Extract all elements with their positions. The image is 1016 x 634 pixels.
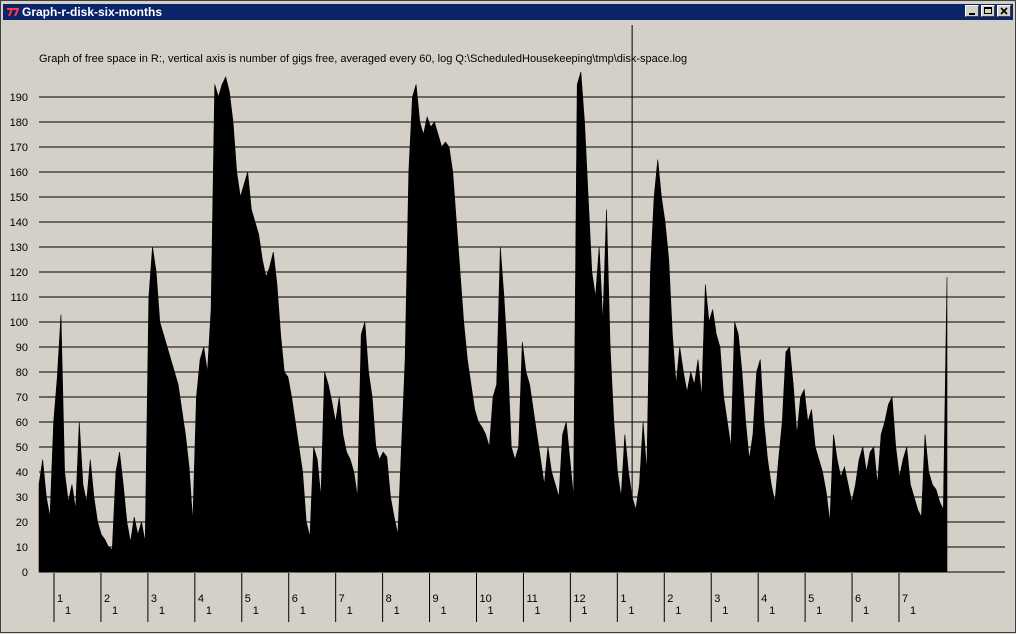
y-tick-label: 0 — [22, 567, 28, 579]
y-tick-label: 90 — [16, 342, 28, 354]
x-tick-sublabel: 1 — [347, 605, 353, 617]
window-title: Graph-r-disk-six-months — [22, 5, 163, 19]
x-tick-sublabel: 1 — [300, 605, 306, 617]
y-tick-label: 20 — [16, 517, 28, 529]
x-tick-label: 10 — [480, 593, 492, 605]
minimize-button[interactable] — [965, 5, 979, 17]
y-tick-label: 190 — [10, 92, 28, 104]
x-tick-sublabel: 1 — [769, 605, 775, 617]
y-tick-label: 130 — [10, 242, 28, 254]
x-tick-label: 4 — [761, 593, 767, 605]
x-tick-label: 1 — [57, 593, 63, 605]
x-tick-label: 6 — [855, 593, 861, 605]
x-tick-label: 7 — [339, 593, 345, 605]
y-tick-label: 100 — [10, 317, 28, 329]
x-tick-sublabel: 1 — [112, 605, 118, 617]
x-tick-label: 9 — [433, 593, 439, 605]
x-tick-sublabel: 1 — [206, 605, 212, 617]
x-tick-label: 2 — [667, 593, 673, 605]
x-tick-label: 1 — [620, 593, 626, 605]
x-tick-sublabel: 1 — [394, 605, 400, 617]
x-tick-sublabel: 1 — [863, 605, 869, 617]
chart-title: Graph of free space in R:, vertical axis… — [39, 53, 687, 65]
x-tick-sublabel: 1 — [488, 605, 494, 617]
x-tick-label: 5 — [808, 593, 814, 605]
x-tick-sublabel: 1 — [441, 605, 447, 617]
x-tick-sublabel: 1 — [675, 605, 681, 617]
x-tick-label: 4 — [198, 593, 204, 605]
x-tick-label: 2 — [104, 593, 110, 605]
x-tick-sublabel: 1 — [628, 605, 634, 617]
close-icon — [1000, 7, 1008, 15]
maximize-button[interactable] — [981, 5, 995, 17]
disk-space-chart: Graph of free space in R:, vertical axis… — [10, 25, 1005, 622]
y-tick-label: 40 — [16, 467, 28, 479]
x-tick-label: 11 — [526, 593, 537, 605]
y-tick-label: 120 — [10, 267, 28, 279]
y-tick-label: 70 — [16, 392, 28, 404]
x-tick-label: 3 — [151, 593, 157, 605]
close-button[interactable] — [997, 5, 1011, 17]
y-tick-label: 110 — [10, 292, 28, 304]
y-tick-label: 50 — [16, 442, 28, 454]
x-tick-sublabel: 1 — [159, 605, 165, 617]
series-area — [38, 71, 948, 573]
x-tick-sublabel: 1 — [816, 605, 822, 617]
y-tick-label: 140 — [10, 217, 28, 229]
app-icon[interactable] — [6, 5, 19, 19]
x-tick-sublabel: 1 — [253, 605, 259, 617]
x-tick-label: 12 — [573, 593, 585, 605]
x-tick-sublabel: 1 — [910, 605, 916, 617]
x-tick-sublabel: 1 — [581, 605, 587, 617]
x-tick-sublabel: 1 — [722, 605, 728, 617]
x-tick-label: 5 — [245, 593, 251, 605]
title-bar[interactable]: Graph-r-disk-six-months — [3, 4, 1013, 20]
x-tick-label: 8 — [386, 593, 392, 605]
x-tick-sublabel: 1 — [65, 605, 71, 617]
x-tick-label: 6 — [292, 593, 298, 605]
y-tick-label: 150 — [10, 192, 28, 204]
maximize-icon — [984, 7, 992, 14]
y-tick-label: 80 — [16, 367, 28, 379]
y-tick-label: 170 — [10, 142, 28, 154]
y-tick-label: 10 — [16, 542, 28, 554]
y-tick-label: 30 — [16, 492, 28, 504]
x-tick-label: 3 — [714, 593, 720, 605]
x-tick-sublabel: 1 — [534, 605, 540, 617]
y-tick-label: 160 — [10, 167, 28, 179]
x-tick-label: 7 — [902, 593, 908, 605]
minimize-icon — [969, 13, 975, 15]
y-tick-label: 180 — [10, 117, 28, 129]
y-tick-label: 60 — [16, 417, 28, 429]
